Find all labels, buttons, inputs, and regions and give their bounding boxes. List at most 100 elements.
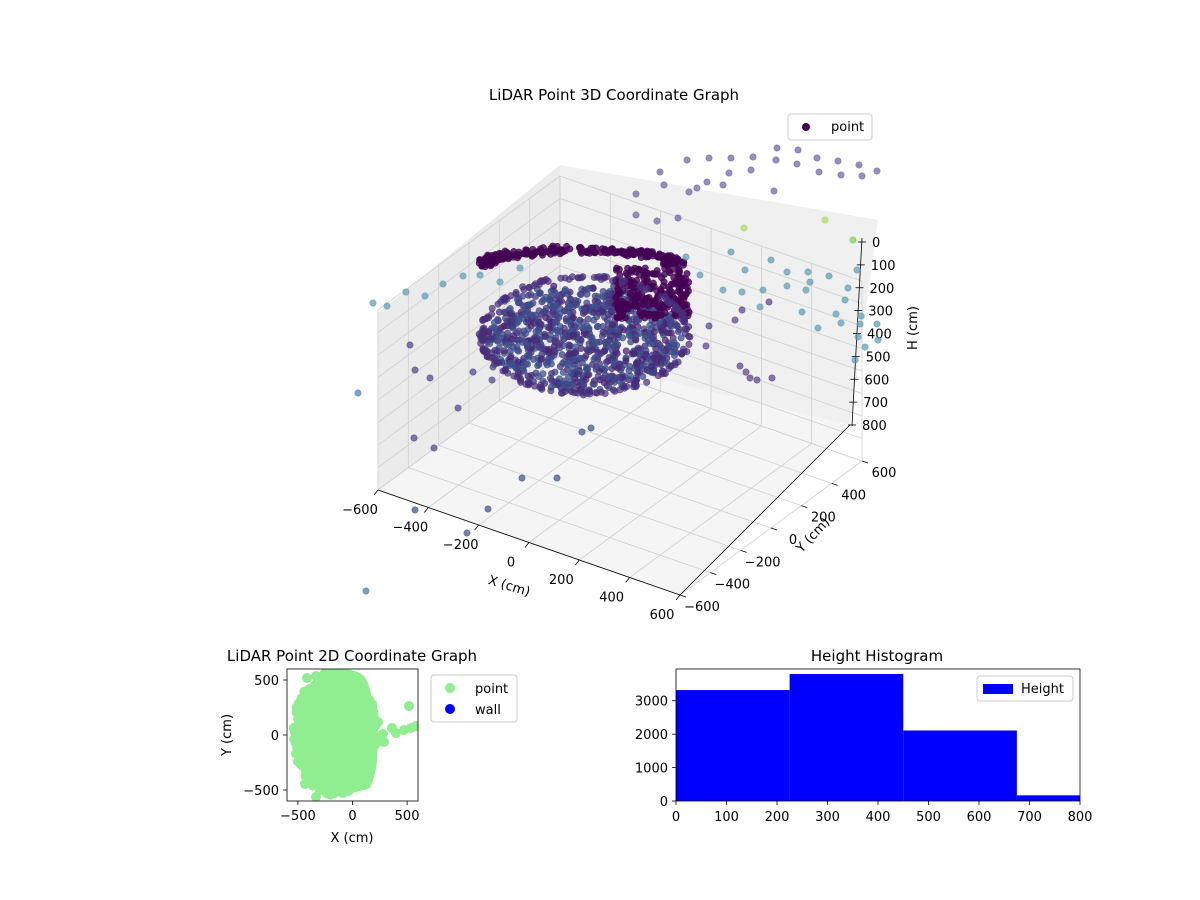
y-tick-mark [679,594,687,598]
grid-line-back-z [559,175,863,282]
hist-x-tick-label: 300 [815,810,840,825]
cloud-point-edge [600,274,608,282]
cloud-point-edge [643,378,651,386]
y-tick-mark [770,527,778,531]
sparse-point [705,322,713,330]
cloud-point-top [622,269,630,277]
z-tick-label: 100 [871,259,896,274]
sparse-point [369,299,377,307]
cloud-point [515,327,523,335]
cloud-point [569,331,577,339]
cloud-point [551,318,559,326]
y-tick-mark [740,549,747,553]
cloud-point-edge [561,274,569,282]
hist-x-tick-label: 0 [672,810,680,825]
x-tick-label: 0 [507,556,515,571]
sparse-point [858,172,866,180]
y-tick-label: −200 [745,555,781,570]
x-tick-mark [474,524,479,531]
cloud-point-edge [568,273,576,281]
grid-line-floor-y [468,422,772,529]
sparse-point [383,302,391,310]
cloud-point [527,322,535,330]
cloud-point [612,375,620,383]
sparse-point [354,389,362,397]
cloud-point-top [576,243,584,251]
sparse-point [703,178,711,186]
x-tick-label: −600 [342,503,378,518]
cloud-point [521,302,529,310]
cloud-point [604,289,612,297]
grid-line-back-z [559,198,863,304]
sparse-point [851,356,859,364]
cloud-point-top [615,265,623,273]
cloud-point [649,354,657,362]
cloud-point [504,329,512,337]
cloud-point [599,328,607,336]
sparse-point [489,363,497,371]
point-marker [365,756,376,767]
sparse-point [741,266,749,274]
cloud-point [576,290,584,298]
cloud-point-edge [525,283,533,291]
y-axis-line [679,424,851,596]
hist-y-tick-label: 3000 [635,695,668,710]
sparse-point [426,374,434,382]
cloud-point-top [539,251,547,259]
cloud-point-top [612,294,620,302]
sparse-point [844,284,852,292]
z-tick-label: 200 [870,282,895,297]
sparse-point [632,211,640,219]
sparse-point [814,324,822,332]
legend-2d-wall-marker [445,704,455,714]
cloud-point-edge [609,277,617,285]
cloud-point [650,328,658,336]
point-marker [302,673,312,683]
x-tick-label-2d: −500 [280,809,316,824]
cloud-point [486,340,494,348]
histogram-bar [676,690,790,801]
cloud-point-top [660,278,668,286]
cloud-point-edge [510,372,518,380]
cloud-point-edge [632,383,640,391]
grid-line-left-z [377,243,561,378]
cloud-point [537,320,545,328]
sparse-point [853,266,861,274]
cloud-point [507,354,515,362]
sparse-point [753,376,761,384]
y-tick-mark [861,460,869,464]
sparse-point [421,292,429,300]
grid-line-floor-y [499,400,802,507]
cloud-point [574,297,582,305]
cloud-point [528,371,536,379]
cloud-point [532,328,540,336]
cloud-point [630,350,638,358]
cloud-point [661,336,669,344]
cloud-point-top [656,252,664,260]
cloud-point [591,354,599,362]
cloud-point [607,307,615,315]
hist-x-tick-label: 100 [714,810,739,825]
cloud-point [532,337,540,345]
point-cloud-2d [288,669,418,801]
point-marker [311,671,321,681]
sparse-point [834,157,842,165]
cloud-point [639,372,647,380]
x-tick-label-2d: 0 [348,809,356,824]
cloud-point [505,341,513,349]
x-tick-label-2d: 500 [395,809,420,824]
cloud-point-top [651,314,659,322]
cloud-point [534,362,542,370]
cloud-point [667,322,675,330]
grid-line-floor-y [438,444,741,551]
chart-2d-title: LiDAR Point 2D Coordinate Graph [227,647,477,665]
sparse-point [873,167,881,175]
cloud-point [577,354,585,362]
legend-3d: point [787,113,873,141]
sparse-point [406,341,414,349]
cloud-point [515,315,523,323]
hist-x-tick-label: 200 [765,810,790,825]
cloud-point-edge [654,372,662,380]
sparse-point [857,312,865,320]
